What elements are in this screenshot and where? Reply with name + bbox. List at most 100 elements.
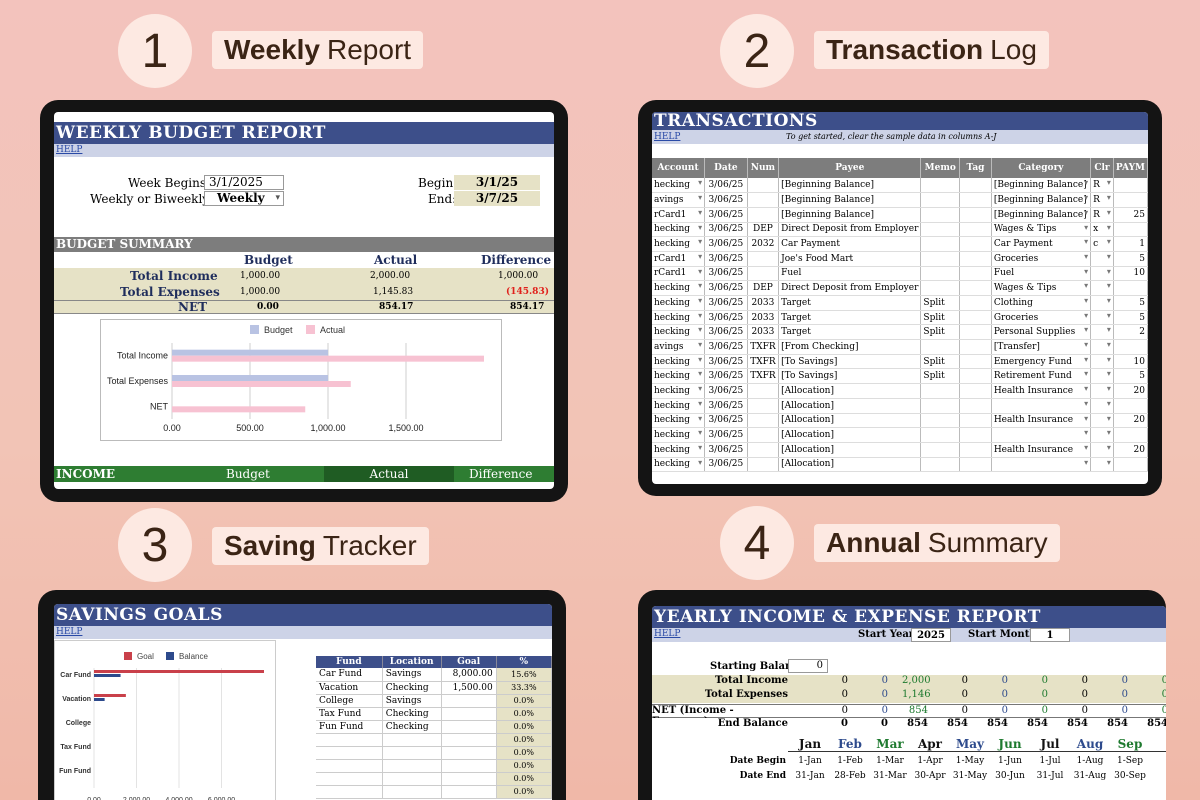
table-cell[interactable]: [Transfer] xyxy=(991,339,1092,355)
column-header[interactable]: Fund xyxy=(316,656,383,668)
table-cell[interactable]: hecking xyxy=(652,413,706,429)
table-cell[interactable]: [Allocation] xyxy=(778,413,922,429)
table-cell[interactable]: 33.3% xyxy=(496,681,552,695)
table-cell[interactable]: Joe's Food Mart xyxy=(778,251,922,267)
table-cell[interactable]: Health Insurance xyxy=(991,383,1092,399)
table-cell[interactable] xyxy=(959,207,992,223)
table-cell[interactable]: Split xyxy=(920,295,961,311)
table-cell[interactable] xyxy=(959,413,992,429)
table-cell[interactable]: DEP xyxy=(747,222,780,238)
table-cell[interactable]: Savings xyxy=(382,694,442,708)
table-cell[interactable]: Car Fund xyxy=(316,668,383,682)
table-cell[interactable]: 2032 xyxy=(747,236,780,252)
table-cell[interactable]: 2033 xyxy=(747,310,780,326)
table-cell[interactable] xyxy=(920,251,961,267)
table-cell[interactable] xyxy=(1090,413,1114,429)
table-cell[interactable]: [To Savings] xyxy=(778,354,922,370)
table-cell[interactable]: 20 xyxy=(1113,413,1148,429)
table-cell[interactable] xyxy=(959,368,992,385)
table-cell[interactable]: hecking xyxy=(652,236,706,252)
table-cell[interactable]: 3/06/25 xyxy=(704,339,748,355)
table-cell[interactable] xyxy=(441,772,497,786)
table-cell[interactable] xyxy=(959,354,992,370)
table-cell[interactable] xyxy=(1090,427,1114,443)
table-cell[interactable] xyxy=(1113,457,1148,473)
table-cell[interactable]: 0.0% xyxy=(496,746,552,760)
column-header[interactable]: Clr xyxy=(1090,158,1114,178)
table-cell[interactable]: TXFR xyxy=(747,339,780,355)
table-cell[interactable] xyxy=(747,383,780,399)
table-cell[interactable]: rCard1 xyxy=(652,251,706,267)
table-cell[interactable] xyxy=(959,383,992,399)
table-cell[interactable] xyxy=(382,746,442,760)
column-header[interactable]: Num xyxy=(747,158,780,178)
table-cell[interactable] xyxy=(959,457,992,473)
table-cell[interactable]: 3/06/25 xyxy=(704,280,748,296)
column-header[interactable]: PAYM xyxy=(1113,158,1148,178)
table-cell[interactable]: 3/06/25 xyxy=(704,442,748,458)
table-cell[interactable]: College xyxy=(316,694,383,708)
table-cell[interactable]: 3/06/25 xyxy=(704,324,748,341)
table-cell[interactable]: hecking xyxy=(652,324,706,341)
table-cell[interactable]: 0.0% xyxy=(496,694,552,708)
table-cell[interactable] xyxy=(959,236,992,252)
table-cell[interactable] xyxy=(959,310,992,326)
table-cell[interactable] xyxy=(316,746,383,760)
table-cell[interactable] xyxy=(959,295,992,311)
table-cell[interactable] xyxy=(1090,339,1114,355)
table-cell[interactable] xyxy=(316,785,383,799)
table-cell[interactable]: R xyxy=(1090,207,1114,223)
table-cell[interactable] xyxy=(441,707,497,721)
table-cell[interactable] xyxy=(1090,280,1114,296)
table-cell[interactable]: 3/06/25 xyxy=(704,368,748,385)
table-cell[interactable]: Emergency Fund xyxy=(991,354,1092,370)
table-cell[interactable]: Fuel xyxy=(991,266,1092,282)
table-cell[interactable]: [Beginning Balance] xyxy=(778,207,922,223)
table-cell[interactable]: 3/06/25 xyxy=(704,178,748,194)
table-cell[interactable] xyxy=(316,772,383,786)
table-cell[interactable] xyxy=(1113,280,1148,296)
table-cell[interactable] xyxy=(1090,310,1114,326)
table-cell[interactable]: rCard1 xyxy=(652,266,706,282)
table-cell[interactable]: 3/06/25 xyxy=(704,192,748,208)
table-cell[interactable]: Health Insurance xyxy=(991,442,1092,458)
weekly-help-link[interactable]: HELP xyxy=(56,145,83,155)
table-cell[interactable]: [From Checking] xyxy=(778,339,922,355)
table-cell[interactable] xyxy=(920,236,961,252)
table-cell[interactable]: Wages & Tips xyxy=(991,280,1092,296)
table-cell[interactable]: Groceries xyxy=(991,251,1092,267)
table-cell[interactable]: 2033 xyxy=(747,295,780,311)
starting-balance-input[interactable]: 0 xyxy=(788,659,828,673)
table-cell[interactable]: Car Payment xyxy=(991,236,1092,252)
table-cell[interactable] xyxy=(747,398,780,414)
column-header[interactable]: Location xyxy=(382,656,442,668)
table-cell[interactable]: hecking xyxy=(652,383,706,399)
column-header[interactable]: Category xyxy=(991,158,1092,178)
table-cell[interactable] xyxy=(1090,442,1114,458)
table-cell[interactable]: 10 xyxy=(1113,354,1148,370)
table-cell[interactable] xyxy=(1113,178,1148,194)
table-cell[interactable]: 3/06/25 xyxy=(704,383,748,399)
table-cell[interactable] xyxy=(441,759,497,773)
table-cell[interactable] xyxy=(1090,398,1114,414)
table-cell[interactable] xyxy=(441,785,497,799)
table-cell[interactable] xyxy=(747,251,780,267)
table-cell[interactable]: [Beginning Balance] xyxy=(991,207,1092,223)
savings-help-link[interactable]: HELP xyxy=(56,627,83,637)
table-cell[interactable]: hecking xyxy=(652,398,706,414)
table-cell[interactable]: c xyxy=(1090,236,1114,252)
table-cell[interactable] xyxy=(1090,457,1114,473)
table-cell[interactable]: hecking xyxy=(652,427,706,443)
table-cell[interactable] xyxy=(959,339,992,355)
table-cell[interactable]: 3/06/25 xyxy=(704,413,748,429)
table-cell[interactable]: Direct Deposit from Employer xyxy=(778,222,922,238)
table-cell[interactable] xyxy=(1113,339,1148,355)
table-cell[interactable] xyxy=(1113,398,1148,414)
table-cell[interactable]: Savings xyxy=(382,668,442,682)
table-cell[interactable]: [Beginning Balance] xyxy=(778,192,922,208)
table-cell[interactable]: 25 xyxy=(1113,207,1148,223)
table-cell[interactable]: 10 xyxy=(1113,266,1148,282)
table-cell[interactable] xyxy=(991,427,1092,443)
table-cell[interactable]: 15.6% xyxy=(496,668,552,682)
table-cell[interactable]: Wages & Tips xyxy=(991,222,1092,238)
